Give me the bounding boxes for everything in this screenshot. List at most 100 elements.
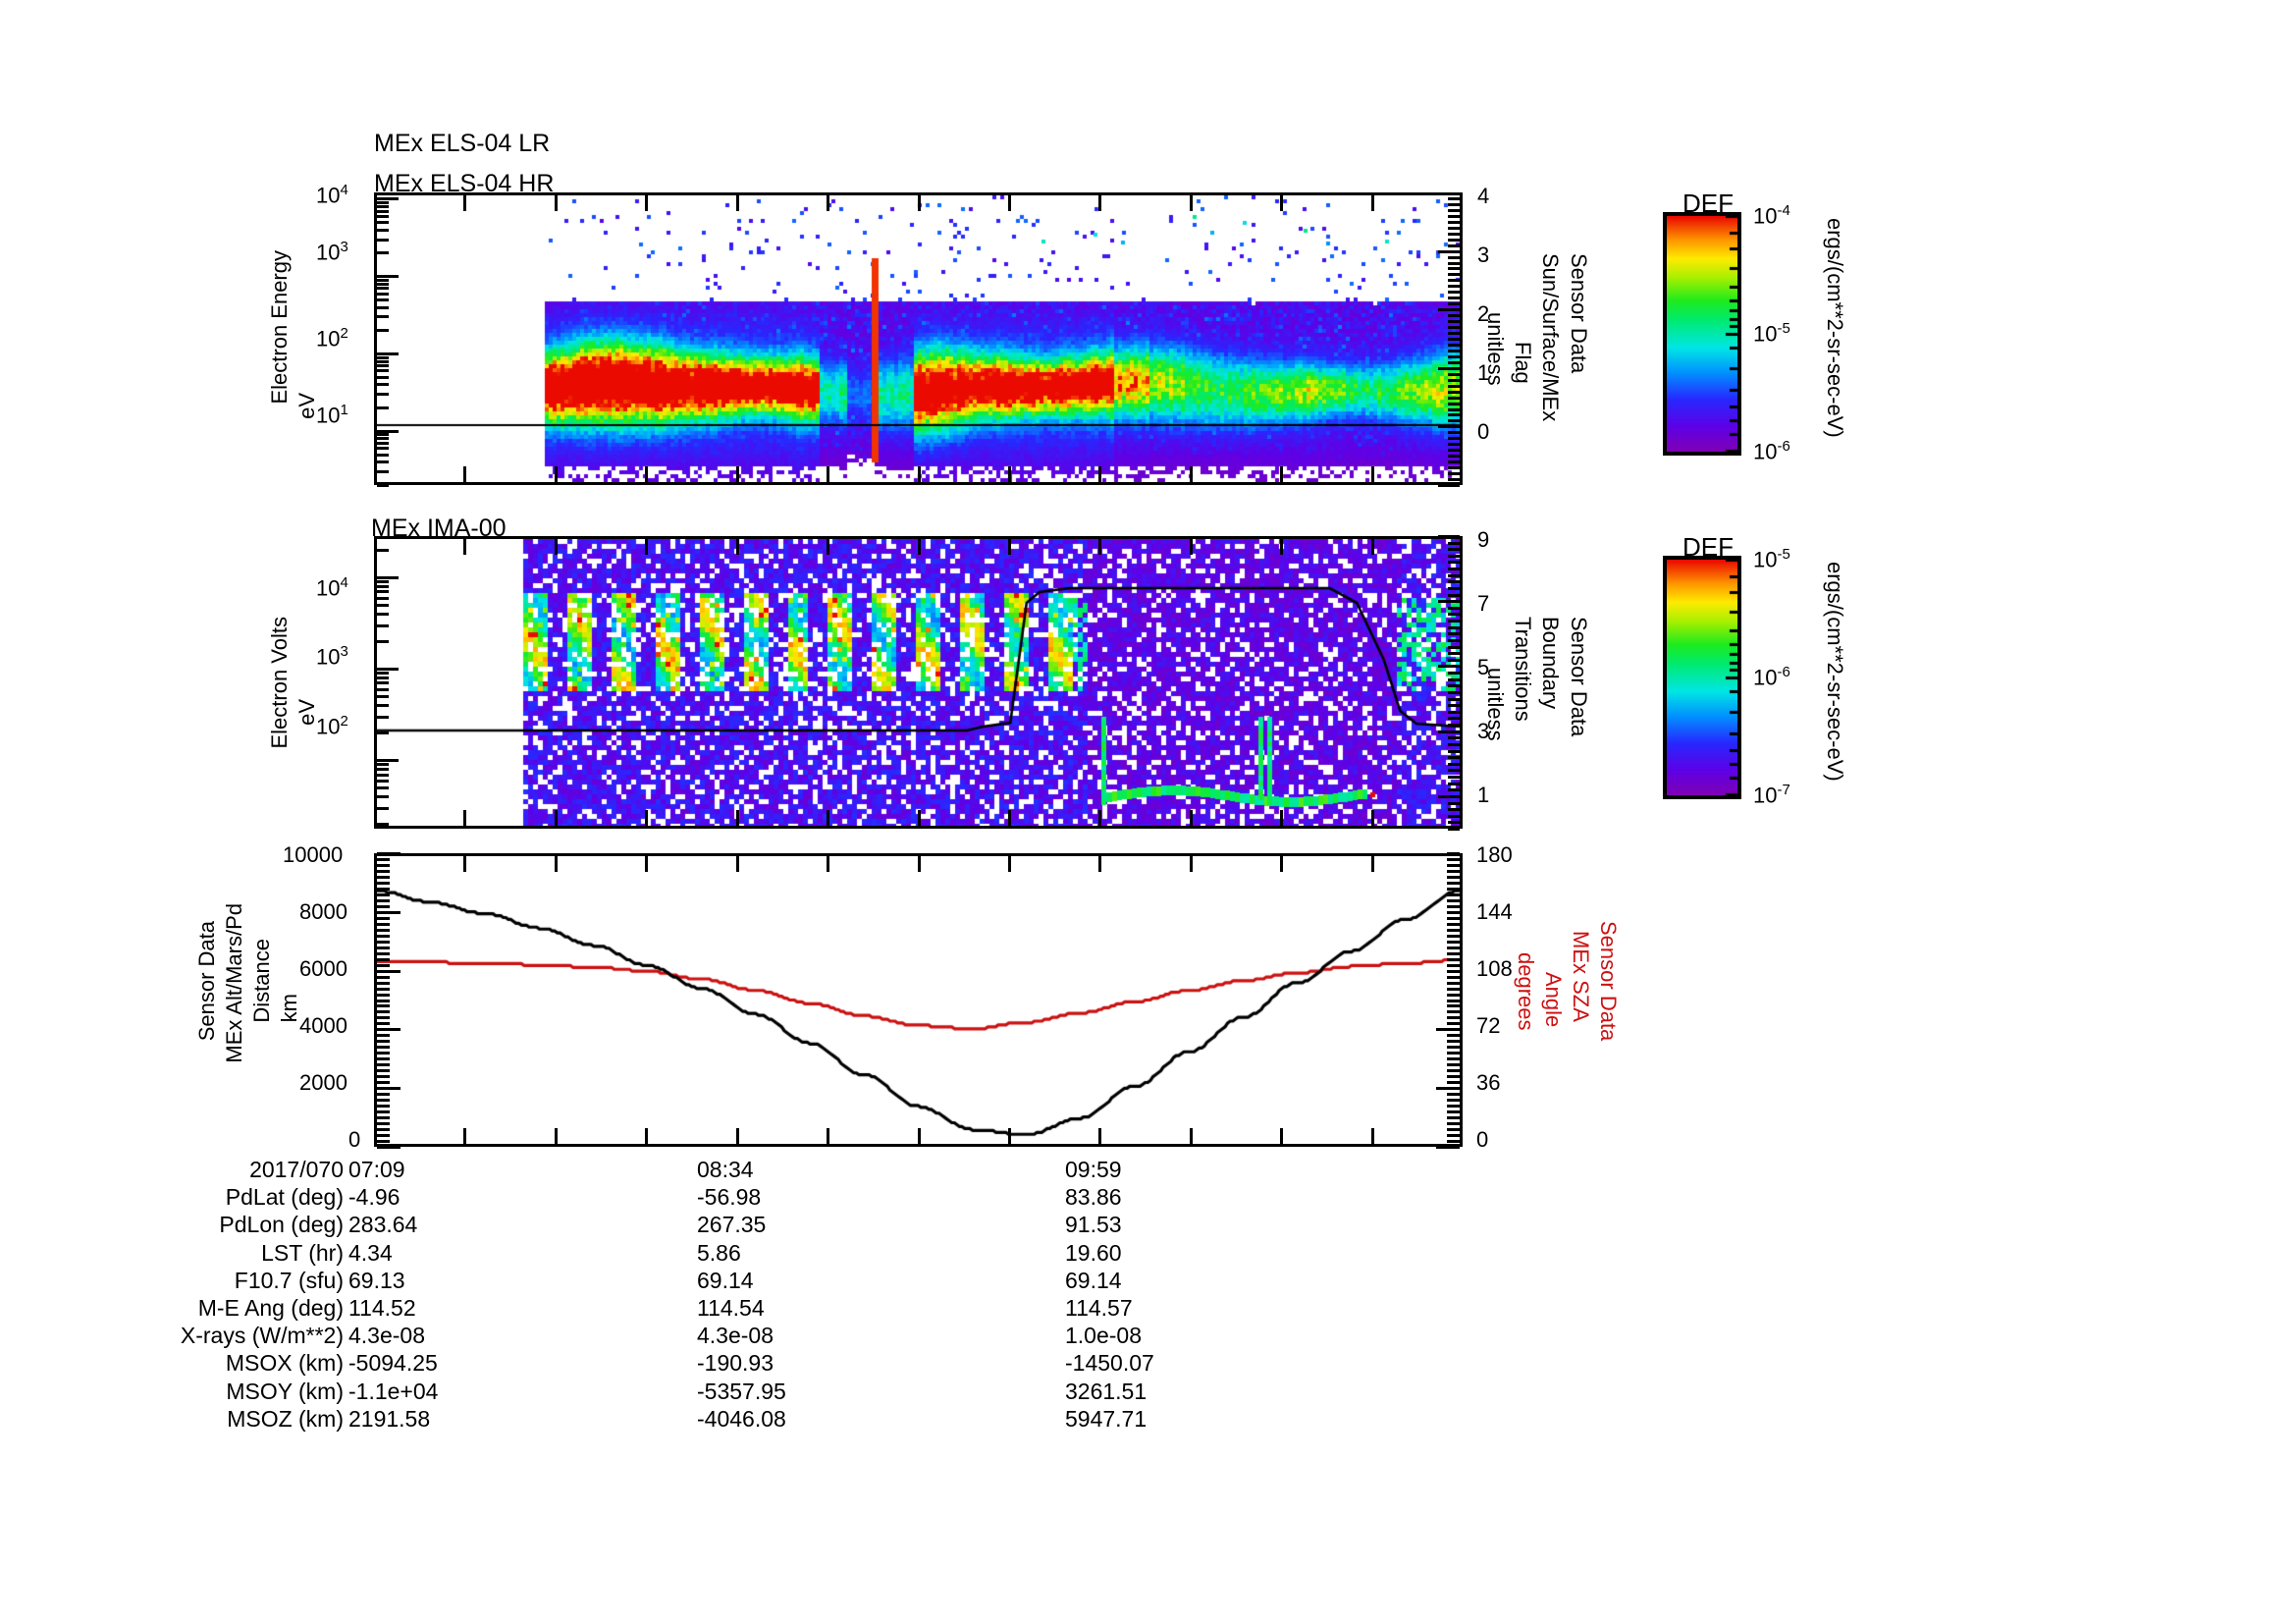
colorbar2-tick-top: 10-5 <box>1753 546 1790 572</box>
panel2-ytick-1e3: 103 <box>316 643 348 670</box>
y-tick <box>377 994 390 997</box>
y-tick-right <box>1448 437 1460 440</box>
y-tick-right <box>1448 672 1460 675</box>
panel3-ytick-6000: 6000 <box>299 956 347 981</box>
y-tick-right <box>1448 203 1460 206</box>
y-tick-right <box>1438 535 1460 538</box>
x-tick-bottom <box>555 810 558 826</box>
table-row-label: MSOY (km) <box>226 1378 344 1404</box>
colorbar1-tick-mid: 10-5 <box>1753 320 1790 347</box>
x-tick-top <box>645 856 648 872</box>
x-tick-top <box>918 195 921 211</box>
y-tick <box>377 905 390 908</box>
y-tick-right <box>1448 802 1460 805</box>
x-tick-top <box>645 539 648 555</box>
y-tick <box>377 1063 390 1066</box>
panel1-ytick-1e1: 101 <box>316 402 348 428</box>
y-tick <box>377 1087 400 1090</box>
y-tick <box>377 352 399 355</box>
panel3-ytick-8000: 8000 <box>299 899 347 924</box>
y-tick-right <box>1448 262 1460 265</box>
panel3-ytick-0: 0 <box>348 1127 361 1152</box>
x-tick-bottom <box>918 1128 921 1144</box>
panel3-right-tick-144: 144 <box>1476 899 1513 924</box>
x-tick-top <box>1098 856 1101 872</box>
y-tick-right <box>1448 215 1460 218</box>
y-tick <box>377 1052 390 1055</box>
panel1-right-label-line3: Flag <box>1511 342 1535 384</box>
panel1-title-lr: MEx ELS-04 LR <box>374 130 551 157</box>
y-tick-right <box>1448 419 1460 422</box>
panel2-right-label-line1: Sensor Data <box>1567 617 1591 737</box>
panel3-ytick-4000: 4000 <box>299 1013 347 1038</box>
y-tick <box>377 1116 390 1119</box>
y-tick-right <box>1448 821 1460 824</box>
y-tick-right <box>1438 600 1460 603</box>
y-tick <box>377 1128 390 1131</box>
y-tick-right <box>1436 1028 1460 1031</box>
y-tick-right <box>1438 425 1460 428</box>
panel1-plot-area[interactable] <box>374 192 1463 485</box>
table-cell: -5357.95 <box>697 1378 786 1404</box>
table-row-label: 2017/070 <box>249 1157 344 1182</box>
panel1-right-label-line4: unitless <box>1483 312 1508 386</box>
y-tick <box>377 988 390 991</box>
y-tick <box>377 624 389 627</box>
y-tick-right <box>1447 1069 1460 1072</box>
y-tick <box>377 1000 390 1002</box>
x-tick-top <box>463 856 466 872</box>
panel1-ytick-1e2: 102 <box>316 325 348 352</box>
y-tick-right <box>1448 750 1460 753</box>
y-tick-right <box>1448 542 1460 545</box>
y-tick <box>377 858 390 861</box>
x-tick-bottom <box>1280 810 1283 826</box>
x-tick-top <box>645 195 648 211</box>
panel2-right-tick-9: 9 <box>1477 527 1490 552</box>
y-tick <box>377 888 390 891</box>
y-tick-right <box>1447 1052 1460 1055</box>
y-tick <box>377 681 389 684</box>
y-tick <box>377 870 390 873</box>
y-tick <box>377 970 400 973</box>
x-tick-bottom <box>1098 810 1101 826</box>
y-tick <box>377 823 389 826</box>
panel3-right-tick-36: 36 <box>1476 1070 1501 1095</box>
panel2-ytick-1e2: 102 <box>316 713 348 739</box>
y-tick-right <box>1448 561 1460 564</box>
panel2-plot-area[interactable] <box>374 536 1463 829</box>
y-tick <box>377 604 389 607</box>
y-tick-right <box>1447 923 1460 926</box>
panel3-right-tick-0: 0 <box>1476 1127 1489 1152</box>
table-cell: 69.14 <box>697 1267 754 1293</box>
y-tick-right <box>1448 297 1460 299</box>
y-tick-right <box>1447 1105 1460 1108</box>
y-tick-right <box>1438 665 1460 668</box>
panel3-plot-area[interactable] <box>374 853 1463 1147</box>
y-tick-right <box>1448 397 1460 400</box>
y-tick-right <box>1447 1122 1460 1125</box>
x-tick-bottom <box>1190 810 1193 826</box>
y-tick-right <box>1448 568 1460 570</box>
y-tick <box>377 1004 390 1007</box>
table-cell: -1.1e+04 <box>348 1378 439 1404</box>
table-cell: -190.93 <box>697 1350 774 1377</box>
y-tick-right <box>1448 607 1460 610</box>
y-tick-right <box>1448 431 1460 434</box>
y-tick <box>377 774 389 777</box>
y-tick-right <box>1448 285 1460 288</box>
table-cell: 4.3e-08 <box>697 1323 774 1349</box>
x-tick-top <box>1280 539 1283 555</box>
panel1-right-tick-2: 2 <box>1477 301 1490 326</box>
x-tick-top <box>1371 539 1374 555</box>
y-tick <box>377 1140 390 1143</box>
y-tick <box>377 976 390 979</box>
y-tick <box>377 917 390 920</box>
y-tick-right <box>1447 1110 1460 1113</box>
y-tick-right <box>1448 548 1460 551</box>
y-tick-right <box>1447 1016 1460 1019</box>
y-tick-right <box>1447 1057 1460 1060</box>
y-tick <box>377 1034 390 1037</box>
x-tick-top <box>1008 195 1011 211</box>
y-tick <box>377 229 389 232</box>
y-tick-right <box>1448 233 1460 236</box>
